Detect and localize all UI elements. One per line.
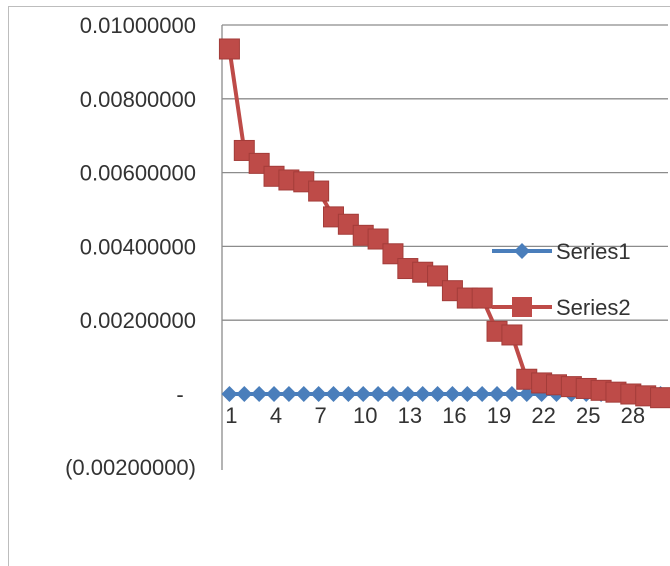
data-point <box>471 287 493 309</box>
chart-svg: 0.01000000 0.00800000 0.00600000 0.00400000… <box>65 13 670 480</box>
data-point <box>501 324 523 346</box>
x-tick-label: 13 <box>398 403 422 428</box>
x-tick-label: 7 <box>315 403 327 428</box>
data-point <box>355 386 372 402</box>
data-point <box>414 386 431 402</box>
y-tick-label: (0.00200000) <box>65 455 196 480</box>
x-tick-label: 4 <box>270 403 282 428</box>
series-line-series2 <box>227 48 661 400</box>
data-point <box>251 386 268 402</box>
series-group <box>218 38 670 409</box>
y-tick-label: 0.01000000 <box>80 13 196 38</box>
data-point <box>384 386 401 402</box>
data-point <box>310 386 327 402</box>
chart-area <box>8 6 670 566</box>
y-tick-label: 0.00600000 <box>80 161 196 186</box>
x-tick-label: 25 <box>576 403 600 428</box>
x-tick-label: 28 <box>621 403 645 428</box>
data-point <box>236 386 253 402</box>
y-tick-label: 0.00400000 <box>80 234 196 259</box>
legend-marker-diamond <box>514 243 530 259</box>
data-point <box>370 386 387 402</box>
data-point <box>295 386 312 402</box>
y-tick-label: - <box>176 382 183 407</box>
x-tick-label: 1 <box>225 403 237 428</box>
data-point <box>221 386 238 402</box>
data-point <box>399 386 416 402</box>
data-point <box>650 387 670 409</box>
y-tick-label: 0.00200000 <box>80 308 196 333</box>
legend: Series1 Series2 <box>492 239 631 320</box>
data-point <box>518 386 535 402</box>
legend-label-series2: Series2 <box>556 295 631 320</box>
x-tick-label: 22 <box>531 403 555 428</box>
legend-marker-square <box>512 297 532 317</box>
y-axis-ticks: 0.01000000 0.00800000 0.00600000 0.00400000… <box>65 13 196 480</box>
data-point <box>444 386 461 402</box>
data-point <box>280 386 297 402</box>
x-tick-label: 10 <box>353 403 377 428</box>
legend-label-series1: Series1 <box>556 239 631 264</box>
data-point <box>325 386 342 402</box>
x-tick-label: 16 <box>442 403 466 428</box>
data-point <box>266 386 283 402</box>
data-point <box>308 180 330 202</box>
data-point <box>218 38 240 60</box>
data-point <box>429 386 446 402</box>
data-point <box>503 386 520 402</box>
data-point <box>474 386 491 402</box>
x-tick-label: 19 <box>487 403 511 428</box>
y-tick-label: 0.00800000 <box>80 87 196 112</box>
x-axis-ticks: 1 4 7 10 13 16 19 22 25 28 <box>225 403 645 428</box>
data-point <box>489 386 506 402</box>
data-point <box>340 386 357 402</box>
data-point <box>459 386 476 402</box>
